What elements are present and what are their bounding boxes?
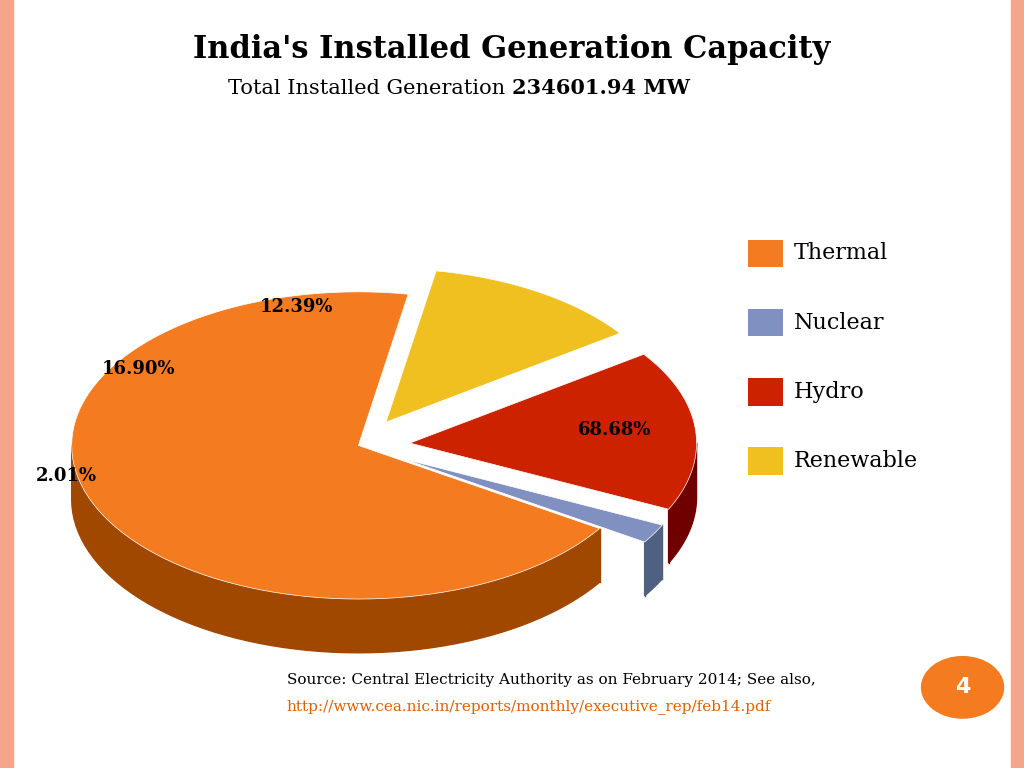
Polygon shape [72,292,599,599]
Text: Renewable: Renewable [794,450,918,472]
Polygon shape [669,443,696,563]
FancyBboxPatch shape [748,240,783,267]
Text: 4: 4 [954,677,971,697]
FancyBboxPatch shape [748,447,783,475]
FancyBboxPatch shape [748,378,783,406]
Polygon shape [403,459,663,542]
Text: Source: Central Electricity Authority as on February 2014; See also,: Source: Central Electricity Authority as… [287,673,815,687]
Text: Nuclear: Nuclear [794,312,884,333]
Text: Total Installed Generation: Total Installed Generation [228,79,512,98]
Text: 12.39%: 12.39% [260,298,334,316]
FancyBboxPatch shape [748,309,783,336]
Text: 16.90%: 16.90% [101,359,175,378]
Polygon shape [645,525,663,596]
Polygon shape [410,354,696,509]
Text: 2.01%: 2.01% [36,467,97,485]
Polygon shape [386,271,620,422]
Text: Hydro: Hydro [794,381,864,402]
Polygon shape [72,445,599,653]
Circle shape [922,657,1004,718]
Text: http://www.cea.nic.in/reports/monthly/executive_rep/feb14.pdf: http://www.cea.nic.in/reports/monthly/ex… [287,699,771,714]
Text: 234601.94 MW: 234601.94 MW [512,78,690,98]
Text: 68.68%: 68.68% [578,421,651,439]
Text: India's Installed Generation Capacity: India's Installed Generation Capacity [194,35,830,65]
Text: Thermal: Thermal [794,243,888,264]
